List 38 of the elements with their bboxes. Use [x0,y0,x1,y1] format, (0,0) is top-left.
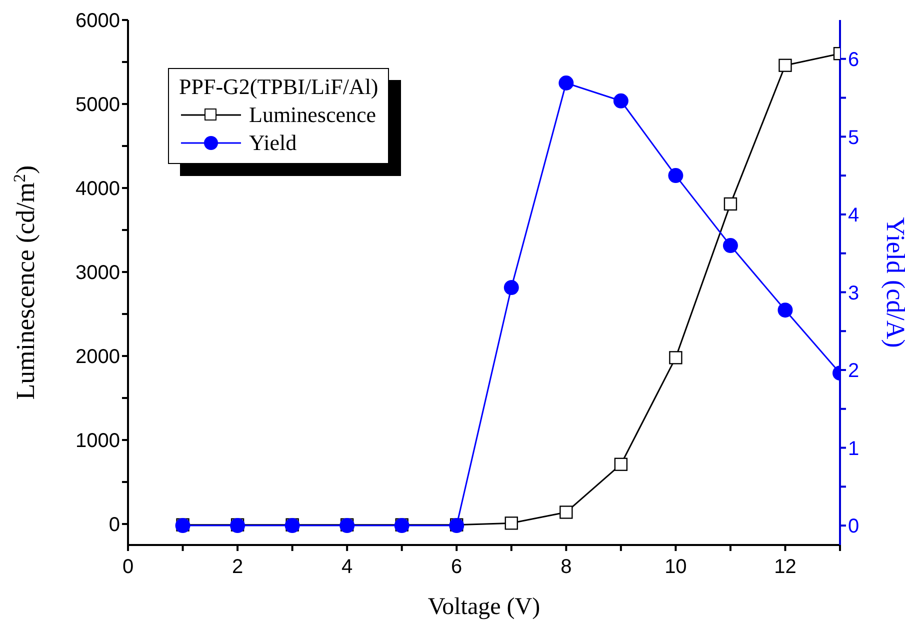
y2-tick-label: 3 [848,282,860,304]
x-tick-label: 12 [774,556,796,578]
point [504,280,519,296]
x-axis-title: Voltage (V) [428,594,540,620]
point [504,516,518,530]
x-tick-label: 0 [122,556,134,578]
legend-label: Luminescence [249,101,376,129]
point [669,351,682,364]
y2-tick-label: 1 [848,438,860,460]
point [722,238,738,254]
point [778,302,793,318]
y2-tick-label: 2 [848,360,860,382]
y2-tick-label: 5 [848,126,860,149]
point [558,76,574,90]
y-tick-label: 3000 [76,262,120,284]
y-tick-label: 6000 [76,10,120,32]
y2-tick-label: 6 [848,48,860,71]
legend-title: PPF-G2(TPBI/LiF/Al) [179,73,378,101]
x-tick-label: 8 [560,556,572,578]
x-tick-label: 4 [342,556,353,578]
point [560,506,573,519]
point [614,458,628,471]
point [613,93,628,108]
y-tick-label: 0 [108,514,120,536]
point [778,58,792,72]
y-tick-label: 1000 [76,430,120,452]
y-tick-label: 2000 [76,346,120,368]
point [668,168,684,184]
y2-tick-label: 4 [848,204,860,227]
y-tick-label: 4000 [76,178,120,200]
x-tick-label: 6 [451,556,462,578]
x-tick-label: 10 [664,556,687,578]
y2-axis-title: Yield (cd/A) [881,217,905,348]
legend-label: Yield [249,129,297,157]
point [724,197,738,211]
y-tick-label: 5000 [76,94,120,116]
x-tick-label: 2 [232,556,244,578]
y2-tick-label: 0 [848,516,860,538]
